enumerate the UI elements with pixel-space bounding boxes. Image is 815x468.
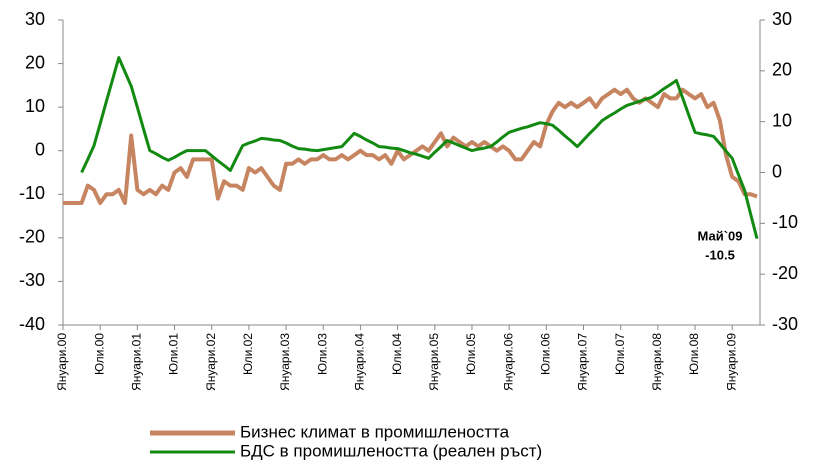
y2-tick-label: 0 <box>772 161 782 181</box>
x-tick-label: Януари.05 <box>427 333 441 391</box>
y-tick-label: 0 <box>35 139 45 159</box>
x-tick-label: Януари.08 <box>650 333 664 391</box>
legend-label: Бизнес климат в промишлеността <box>240 422 510 441</box>
x-tick-label: Януари.01 <box>130 333 144 391</box>
x-tick-label: Юли.04 <box>390 333 404 375</box>
y-tick-label: -30 <box>19 270 45 290</box>
x-tick-label: Юли.03 <box>315 333 329 375</box>
x-tick-label: Януари.00 <box>55 333 69 391</box>
x-tick-label: Юли.07 <box>613 333 627 375</box>
x-tick-label: Юли.00 <box>92 333 106 375</box>
y2-tick-label: -10 <box>772 212 798 232</box>
series-line <box>80 56 759 239</box>
x-tick-label: Юли.05 <box>464 333 478 375</box>
y-tick-label: -40 <box>19 314 45 334</box>
x-tick-label: Януари.02 <box>204 333 218 391</box>
y2-tick-label: -30 <box>772 314 798 334</box>
x-tick-label: Юли.06 <box>538 333 552 375</box>
y-tick-label: 30 <box>25 9 45 29</box>
y2-tick-label: -20 <box>772 263 798 283</box>
x-tick-label: Януари.04 <box>353 333 367 391</box>
y-tick-label: -20 <box>19 227 45 247</box>
y2-tick-label: 10 <box>772 110 792 130</box>
annotation: -10.5 <box>705 247 735 262</box>
y-tick-label: 20 <box>25 52 45 72</box>
x-tick-label: Юли.02 <box>241 333 255 375</box>
annotation: Май`09 <box>698 228 743 243</box>
y-tick-label: -10 <box>19 183 45 203</box>
legend-label: БДС в промишлеността (реален ръст) <box>240 441 542 460</box>
x-tick-label: Юли.01 <box>167 333 181 375</box>
x-tick-label: Януари.06 <box>501 333 515 391</box>
x-tick-label: Юли.08 <box>687 333 701 375</box>
series-line <box>63 87 758 205</box>
x-tick-label: Януари.03 <box>278 333 292 391</box>
x-tick-label: Януари.09 <box>724 333 738 391</box>
x-tick-label: Януари.07 <box>576 333 590 391</box>
y2-tick-label: 30 <box>772 9 792 29</box>
y2-tick-label: 20 <box>772 60 792 80</box>
y-tick-label: 10 <box>25 96 45 116</box>
